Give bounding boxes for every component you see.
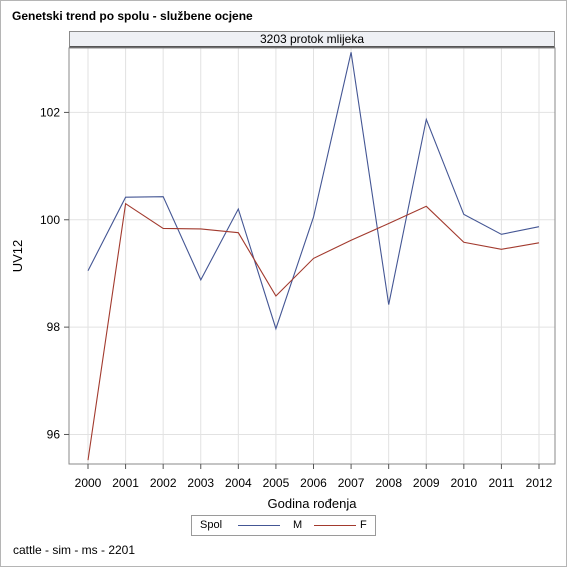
x-tick-label: 2005 — [263, 476, 290, 490]
x-tick-label: 2007 — [338, 476, 365, 490]
x-tick-label: 2009 — [413, 476, 440, 490]
x-tick-label: 2000 — [75, 476, 102, 490]
x-tick-label: 2004 — [225, 476, 252, 490]
y-tick-label: 102 — [40, 105, 60, 119]
chart-title: Genetski trend po spolu - službene ocjen… — [12, 9, 253, 23]
x-tick-label: 2001 — [112, 476, 139, 490]
legend-swatch-m — [238, 525, 280, 526]
x-tick-label: 2006 — [300, 476, 327, 490]
x-tick-label: 2003 — [187, 476, 214, 490]
y-tick-label: 96 — [47, 427, 61, 441]
footnote: cattle - sim - ms - 2201 — [13, 543, 136, 557]
plot-area — [68, 47, 556, 465]
y-tick-label: 98 — [47, 320, 61, 334]
x-tick-label: 2002 — [150, 476, 177, 490]
series-line-f — [87, 202, 540, 461]
x-tick-label: 2010 — [450, 476, 477, 490]
legend: Spol M F — [191, 515, 376, 536]
legend-label-f: F — [360, 519, 367, 531]
legend-label-m: M — [293, 519, 303, 531]
x-tick-label: 2011 — [489, 476, 515, 490]
x-tick-label: 2008 — [375, 476, 402, 490]
legend-title: Spol — [200, 519, 223, 531]
x-tick-label: 2012 — [526, 476, 553, 490]
y-tick-label: 100 — [40, 213, 60, 227]
panel-header: 3203 protok mlijeka — [69, 31, 555, 48]
legend-swatch-f — [314, 525, 356, 526]
y-axis-label: UV12 — [10, 240, 25, 273]
series-line-m — [87, 52, 540, 331]
x-axis-label: Godina rođenja — [268, 496, 358, 511]
